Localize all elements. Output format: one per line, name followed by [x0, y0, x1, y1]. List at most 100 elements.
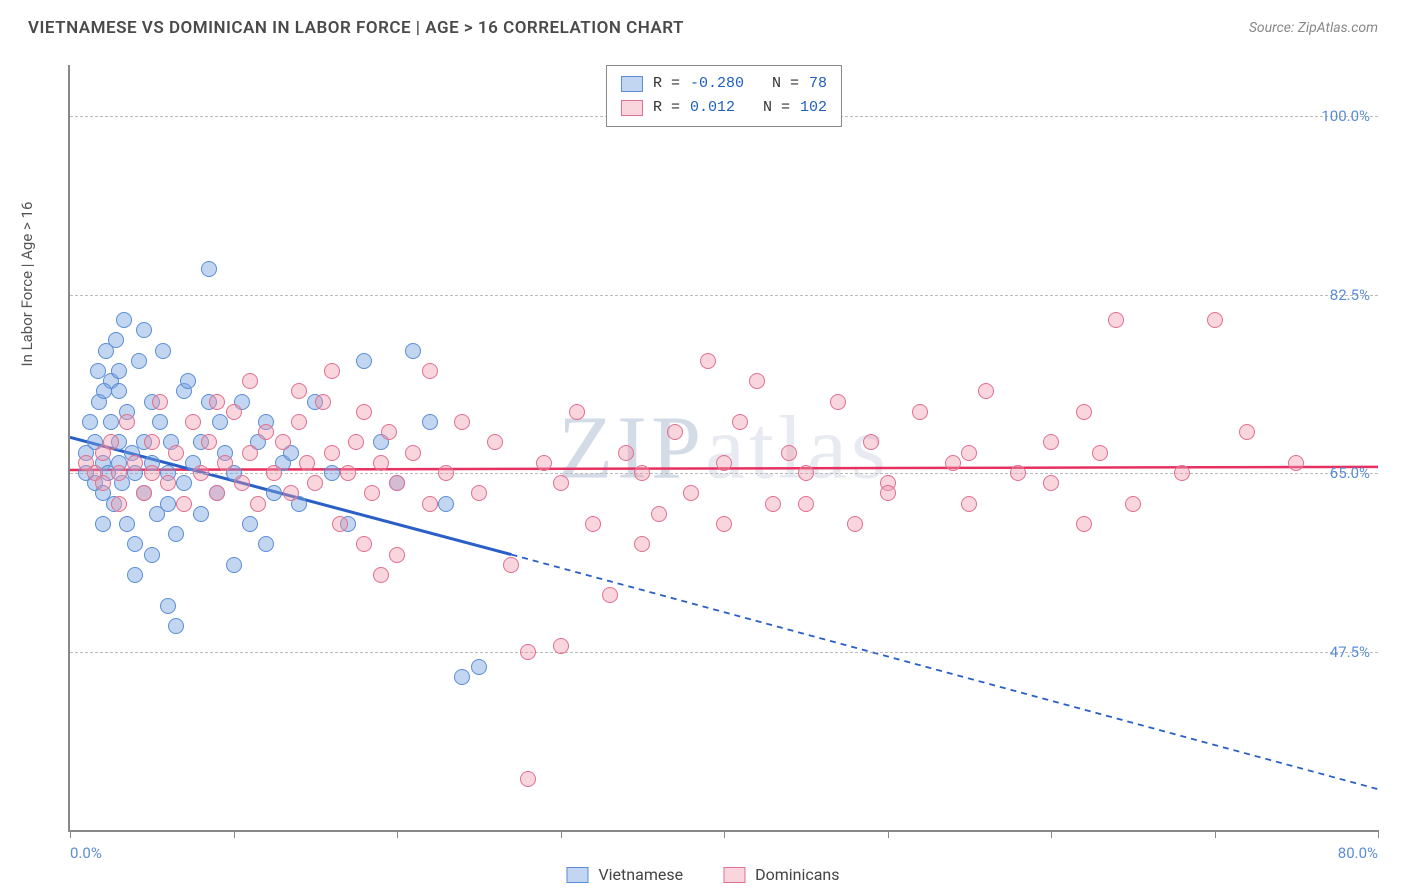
data-point	[585, 516, 601, 532]
data-point	[168, 445, 184, 461]
data-point	[1043, 475, 1059, 491]
data-point	[700, 353, 716, 369]
data-point	[266, 465, 282, 481]
data-point	[487, 434, 503, 450]
data-point	[291, 383, 307, 399]
data-point	[503, 557, 519, 573]
r-value-dominicans: 0.012	[690, 96, 735, 120]
data-point	[176, 475, 192, 491]
data-point	[438, 465, 454, 481]
data-point	[201, 261, 217, 277]
data-point	[209, 394, 225, 410]
data-point	[602, 587, 618, 603]
data-point	[422, 414, 438, 430]
data-point	[226, 404, 242, 420]
data-point	[144, 547, 160, 563]
data-point	[454, 414, 470, 430]
data-point	[830, 394, 846, 410]
data-point	[155, 343, 171, 359]
data-point	[1288, 455, 1304, 471]
data-point	[266, 485, 282, 501]
data-point	[373, 567, 389, 583]
data-point	[160, 598, 176, 614]
data-point	[340, 465, 356, 481]
data-point	[912, 404, 928, 420]
data-point	[1125, 496, 1141, 512]
y-tick-label: 47.5%	[1330, 643, 1370, 661]
data-point	[1076, 404, 1092, 420]
data-point	[634, 536, 650, 552]
r-value-vietnamese: -0.280	[690, 72, 744, 96]
data-point	[373, 455, 389, 471]
y-tick-label: 100.0%	[1321, 107, 1370, 125]
y-tick-label: 65.0%	[1330, 464, 1370, 482]
data-point	[180, 373, 196, 389]
stats-row-vietnamese: R = -0.280 N = 78	[621, 72, 827, 96]
data-point	[536, 455, 552, 471]
data-point	[348, 434, 364, 450]
chart-area: In Labor Force | Age > 16 R = -0.280 N =…	[28, 55, 1378, 842]
data-point	[1043, 434, 1059, 450]
data-point	[1108, 312, 1124, 328]
legend-label: Vietnamese	[598, 865, 683, 884]
data-point	[356, 353, 372, 369]
swatch-dominicans-icon	[723, 867, 745, 883]
data-point	[1239, 424, 1255, 440]
y-tick-label: 82.5%	[1330, 286, 1370, 304]
data-point	[95, 516, 111, 532]
data-point	[111, 465, 127, 481]
data-point	[945, 455, 961, 471]
data-point	[127, 536, 143, 552]
data-point	[422, 363, 438, 379]
data-point	[847, 516, 863, 532]
x-tick	[1378, 830, 1379, 838]
data-point	[667, 424, 683, 440]
data-point	[307, 475, 323, 491]
data-point	[438, 496, 454, 512]
trend-lines	[70, 65, 1378, 830]
data-point	[201, 434, 217, 450]
data-point	[193, 506, 209, 522]
data-point	[651, 506, 667, 522]
source-label: Source: ZipAtlas.com	[1249, 20, 1378, 36]
data-point	[168, 526, 184, 542]
data-point	[389, 547, 405, 563]
legend-item-vietnamese: Vietnamese	[566, 865, 683, 884]
data-point	[961, 496, 977, 512]
data-point	[160, 496, 176, 512]
data-point	[356, 536, 372, 552]
data-point	[193, 465, 209, 481]
data-point	[732, 414, 748, 430]
data-point	[683, 485, 699, 501]
grid-line	[70, 652, 1378, 653]
swatch-vietnamese-icon	[621, 76, 643, 92]
data-point	[275, 434, 291, 450]
data-point	[242, 373, 258, 389]
data-point	[242, 445, 258, 461]
data-point	[422, 496, 438, 512]
legend-item-dominicans: Dominicans	[723, 865, 839, 884]
data-point	[381, 424, 397, 440]
data-point	[364, 485, 380, 501]
swatch-dominicans-icon	[621, 100, 643, 116]
data-point	[765, 496, 781, 512]
x-tick	[234, 830, 235, 838]
data-point	[152, 414, 168, 430]
data-point	[127, 455, 143, 471]
data-point	[749, 373, 765, 389]
data-point	[781, 445, 797, 461]
data-point	[1207, 312, 1223, 328]
data-point	[634, 465, 650, 481]
x-axis-min-label: 0.0%	[70, 844, 102, 862]
data-point	[332, 516, 348, 532]
r-label: R =	[653, 96, 680, 120]
data-point	[978, 383, 994, 399]
data-point	[798, 465, 814, 481]
data-point	[798, 496, 814, 512]
data-point	[324, 363, 340, 379]
x-axis-max-label: 80.0%	[1338, 844, 1378, 862]
watermark: ZIPatlas	[558, 396, 890, 499]
scatter-plot: R = -0.280 N = 78 R = 0.012 N = 102 ZIPa…	[68, 65, 1378, 832]
data-point	[283, 485, 299, 501]
data-point	[1092, 445, 1108, 461]
